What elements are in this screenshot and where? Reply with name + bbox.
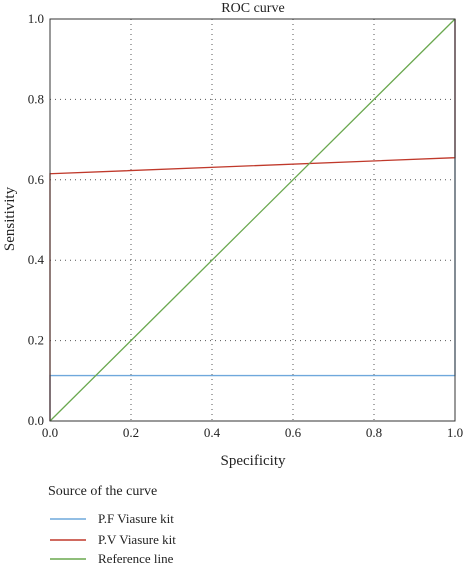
y-tick-labels: 0.0 0.2 0.4 0.6 0.8 1.0 bbox=[28, 11, 45, 428]
x-tick-labels: 0.0 0.2 0.4 0.6 0.8 1.0 bbox=[42, 425, 463, 440]
legend-label: P.V Viasure kit bbox=[98, 532, 176, 547]
y-tick-label: 0.6 bbox=[28, 172, 45, 187]
series-lines bbox=[49, 18, 456, 422]
legend-label: P.F Viasure kit bbox=[98, 511, 174, 526]
legend-label: Reference line bbox=[98, 551, 174, 564]
x-tick-label: 0.8 bbox=[366, 425, 382, 440]
x-tick-label: 0.6 bbox=[285, 425, 302, 440]
chart-title: ROC curve bbox=[221, 1, 284, 16]
x-tick-label: 0.0 bbox=[42, 425, 58, 440]
y-tick-label: 0.0 bbox=[28, 413, 44, 428]
plot-frame bbox=[49, 18, 456, 422]
y-tick-label: 0.2 bbox=[28, 333, 44, 348]
y-tick-label: 0.8 bbox=[28, 91, 44, 106]
series-line-3 bbox=[49, 18, 456, 422]
x-tick-label: 1.0 bbox=[447, 425, 463, 440]
x-axis-title: Specificity bbox=[221, 453, 286, 469]
y-axis-title: Sensitivity bbox=[2, 186, 18, 251]
grid bbox=[50, 19, 455, 421]
y-tick-label: 1.0 bbox=[28, 11, 44, 26]
x-tick-label: 0.4 bbox=[204, 425, 221, 440]
legend-title: Source of the curve bbox=[48, 484, 157, 499]
y-tick-label: 0.4 bbox=[28, 252, 45, 267]
x-tick-label: 0.2 bbox=[123, 425, 139, 440]
legend: Source of the curve P.F Viasure kit P.V V… bbox=[48, 484, 176, 564]
